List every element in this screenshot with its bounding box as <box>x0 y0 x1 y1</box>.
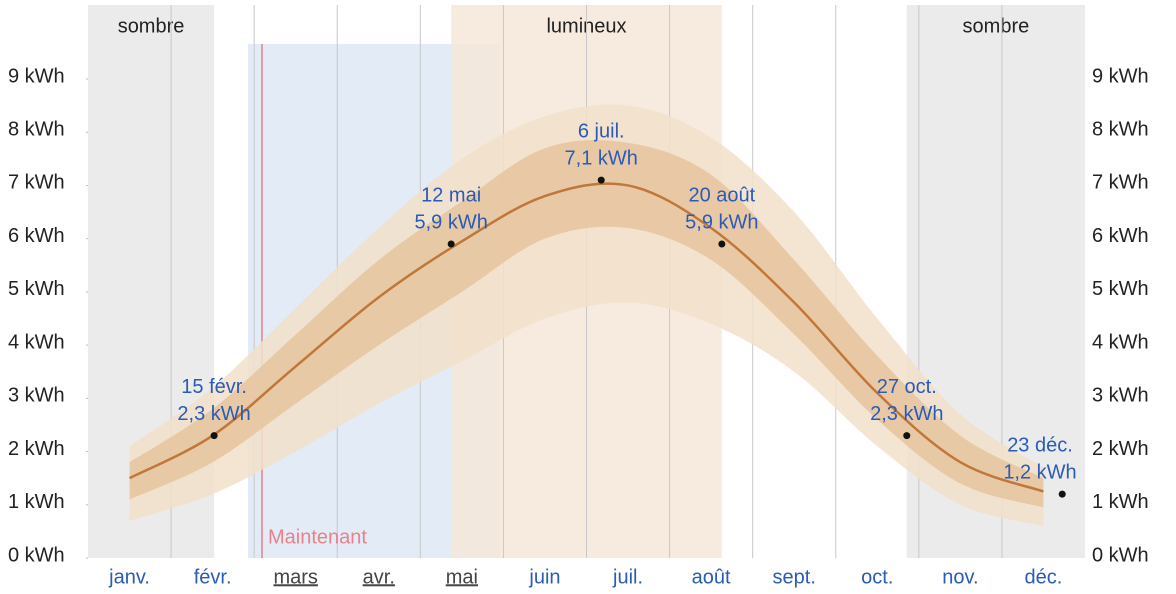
x-tick-label: janv. <box>108 566 150 588</box>
y-tick-label-right: 1 kWh <box>1092 491 1149 513</box>
y-tick-label-right: 8 kWh <box>1092 119 1149 141</box>
annotation-point <box>210 432 218 440</box>
annotation-point <box>903 432 911 440</box>
y-tick-label-right: 3 kWh <box>1092 385 1149 407</box>
y-tick-label-right: 2 kWh <box>1092 438 1149 460</box>
line <box>128 182 1044 493</box>
annotation-point <box>597 176 605 184</box>
annotation-point <box>447 240 455 248</box>
x-tick-label: oct. <box>861 566 893 588</box>
y-tick-label: 9 kWh <box>8 65 65 87</box>
y-tick-label-right: 7 kWh <box>1092 172 1149 194</box>
annotation-date: 20 août <box>688 184 755 206</box>
x-tick-label: juil. <box>612 566 643 588</box>
y-tick-label-right: 0 kWh <box>1092 544 1149 566</box>
annotation-date: 27 oct. <box>877 376 937 398</box>
y-tick-label: 5 kWh <box>8 278 65 300</box>
annotation-value: 1,2 kWh <box>1003 461 1076 483</box>
annotation-point <box>718 240 726 248</box>
y-tick-label: 3 kWh <box>8 385 65 407</box>
y-tick-label-right: 5 kWh <box>1092 278 1149 300</box>
y-tick-label: 2 kWh <box>8 438 65 460</box>
x-tick-label: mai <box>446 566 478 588</box>
annotation-date: 6 juil. <box>578 120 625 142</box>
annotation-date: 15 févr. <box>181 376 247 398</box>
region-label: sombre <box>118 15 185 37</box>
x-tick-label: mars <box>273 566 317 588</box>
annotation-value: 7,1 kWh <box>565 147 638 169</box>
annotation-value: 5,9 kWh <box>414 211 487 233</box>
annotation-date: 12 mai <box>421 184 481 206</box>
annotation-value: 2,3 kWh <box>870 403 943 425</box>
band <box>129 140 1044 508</box>
x-tick-label: juin <box>528 566 560 588</box>
y-tick-label: 1 kWh <box>8 491 65 513</box>
y-tick-label: 6 kWh <box>8 225 65 247</box>
y-tick-label-right: 6 kWh <box>1092 225 1149 247</box>
y-tick-label: 8 kWh <box>8 119 65 141</box>
annotation-value: 2,3 kWh <box>177 403 250 425</box>
y-tick-label-right: 9 kWh <box>1092 65 1149 87</box>
annotation-date: 23 déc. <box>1007 434 1073 456</box>
annotation-value: 5,9 kWh <box>685 211 758 233</box>
region-label: sombre <box>963 15 1030 37</box>
x-tick-label: août <box>692 566 731 588</box>
annotation-point <box>1058 490 1066 498</box>
y-tick-label-right: 4 kWh <box>1092 331 1149 353</box>
now-label: Maintenant <box>268 526 367 548</box>
x-tick-label: sept. <box>773 566 816 588</box>
x-tick-label: nov. <box>942 566 978 588</box>
x-tick-label: févr. <box>194 566 232 588</box>
x-tick-label: déc. <box>1025 566 1063 588</box>
y-tick-label: 7 kWh <box>8 172 65 194</box>
x-tick-label: avr. <box>363 566 395 588</box>
y-tick-label: 4 kWh <box>8 331 65 353</box>
y-tick-label: 0 kWh <box>8 544 65 566</box>
